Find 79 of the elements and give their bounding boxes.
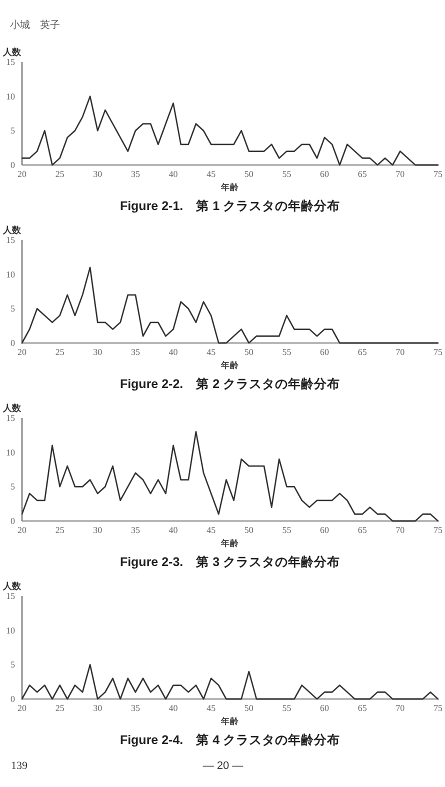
y-axis-title: 人数: [2, 403, 22, 413]
x-tick-label: 35: [130, 347, 140, 357]
x-tick-label: 60: [320, 525, 330, 535]
y-tick-label: 15: [6, 413, 16, 423]
text: ― 20 ―: [202, 760, 244, 772]
x-tick-label: 75: [434, 703, 443, 713]
x-tick-label: 70: [396, 525, 406, 535]
x-tick-label: 75: [434, 525, 443, 535]
x-tick-label: 45: [206, 525, 216, 535]
text: Figure 2-4. 第 4 クラスタの年齢分布: [120, 733, 340, 747]
x-tick-label: 20: [18, 169, 27, 179]
x-tick-label: 20: [18, 703, 27, 713]
x-tick-label: 25: [55, 703, 65, 713]
y-tick-label: 10: [6, 447, 16, 458]
x-tick-label: 55: [282, 347, 292, 357]
x-tick-label: 55: [282, 703, 292, 713]
y-tick-label: 0: [10, 516, 16, 526]
x-tick-label: 45: [206, 703, 216, 713]
y-tick-label: 0: [10, 160, 16, 170]
x-tick-label: 45: [206, 347, 216, 357]
x-tick-label: 55: [282, 525, 292, 535]
x-tick-label: 70: [396, 169, 406, 179]
y-tick-label: 10: [6, 625, 16, 636]
x-tick-label: 65: [358, 347, 368, 357]
x-tick-label: 20: [18, 525, 27, 535]
text: 小城 英子: [10, 19, 60, 31]
y-tick-label: 5: [10, 126, 16, 136]
text: 139: [11, 760, 28, 772]
x-tick-label: 60: [320, 703, 330, 713]
x-tick-label: 25: [55, 525, 65, 535]
x-tick-label: 40: [168, 525, 178, 535]
y-tick-label: 0: [10, 338, 16, 348]
y-tick-label: 15: [6, 57, 16, 67]
y-tick-label: 5: [10, 304, 16, 314]
y-axis-title: 人数: [2, 47, 22, 57]
x-tick-label: 50: [244, 347, 254, 357]
text: Figure 2-3. 第 3 クラスタの年齢分布: [120, 555, 340, 569]
x-axis-title: 年齢: [220, 716, 240, 726]
y-tick-label: 5: [10, 660, 16, 670]
x-tick-label: 25: [55, 169, 65, 179]
y-tick-label: 15: [6, 591, 16, 601]
x-tick-label: 35: [130, 525, 140, 535]
x-tick-label: 20: [18, 347, 27, 357]
x-tick-label: 40: [168, 347, 178, 357]
x-axis-title: 年齢: [220, 360, 240, 370]
y-axis-title: 人数: [2, 225, 22, 235]
x-tick-label: 50: [244, 169, 254, 179]
x-tick-label: 45: [206, 169, 216, 179]
y-tick-label: 10: [6, 269, 16, 280]
x-tick-label: 65: [358, 703, 368, 713]
x-tick-label: 25: [55, 347, 65, 357]
x-axis-title: 年齢: [220, 182, 240, 192]
x-tick-label: 50: [244, 703, 254, 713]
x-tick-label: 65: [358, 169, 368, 179]
x-tick-label: 30: [93, 347, 103, 357]
x-tick-label: 30: [93, 525, 103, 535]
x-tick-label: 30: [93, 703, 103, 713]
x-tick-label: 65: [358, 525, 368, 535]
x-tick-label: 70: [396, 703, 406, 713]
x-tick-label: 60: [320, 347, 330, 357]
x-tick-label: 70: [396, 347, 406, 357]
x-tick-label: 50: [244, 525, 254, 535]
x-tick-label: 40: [168, 703, 178, 713]
x-tick-label: 30: [93, 169, 103, 179]
y-tick-label: 0: [10, 694, 16, 704]
x-tick-label: 55: [282, 169, 292, 179]
x-axis-title: 年齢: [220, 538, 240, 548]
y-tick-label: 15: [6, 235, 16, 245]
y-axis-title: 人数: [2, 581, 22, 591]
x-tick-label: 35: [130, 169, 140, 179]
x-tick-label: 35: [130, 703, 140, 713]
x-tick-label: 40: [168, 169, 178, 179]
text: Figure 2-1. 第 1 クラスタの年齢分布: [120, 199, 340, 213]
x-tick-label: 60: [320, 169, 330, 179]
y-tick-label: 10: [6, 91, 16, 102]
x-tick-label: 75: [434, 169, 443, 179]
text: Figure 2-2. 第 2 クラスタの年齢分布: [120, 377, 340, 391]
y-tick-label: 5: [10, 482, 16, 492]
x-tick-label: 75: [434, 347, 443, 357]
